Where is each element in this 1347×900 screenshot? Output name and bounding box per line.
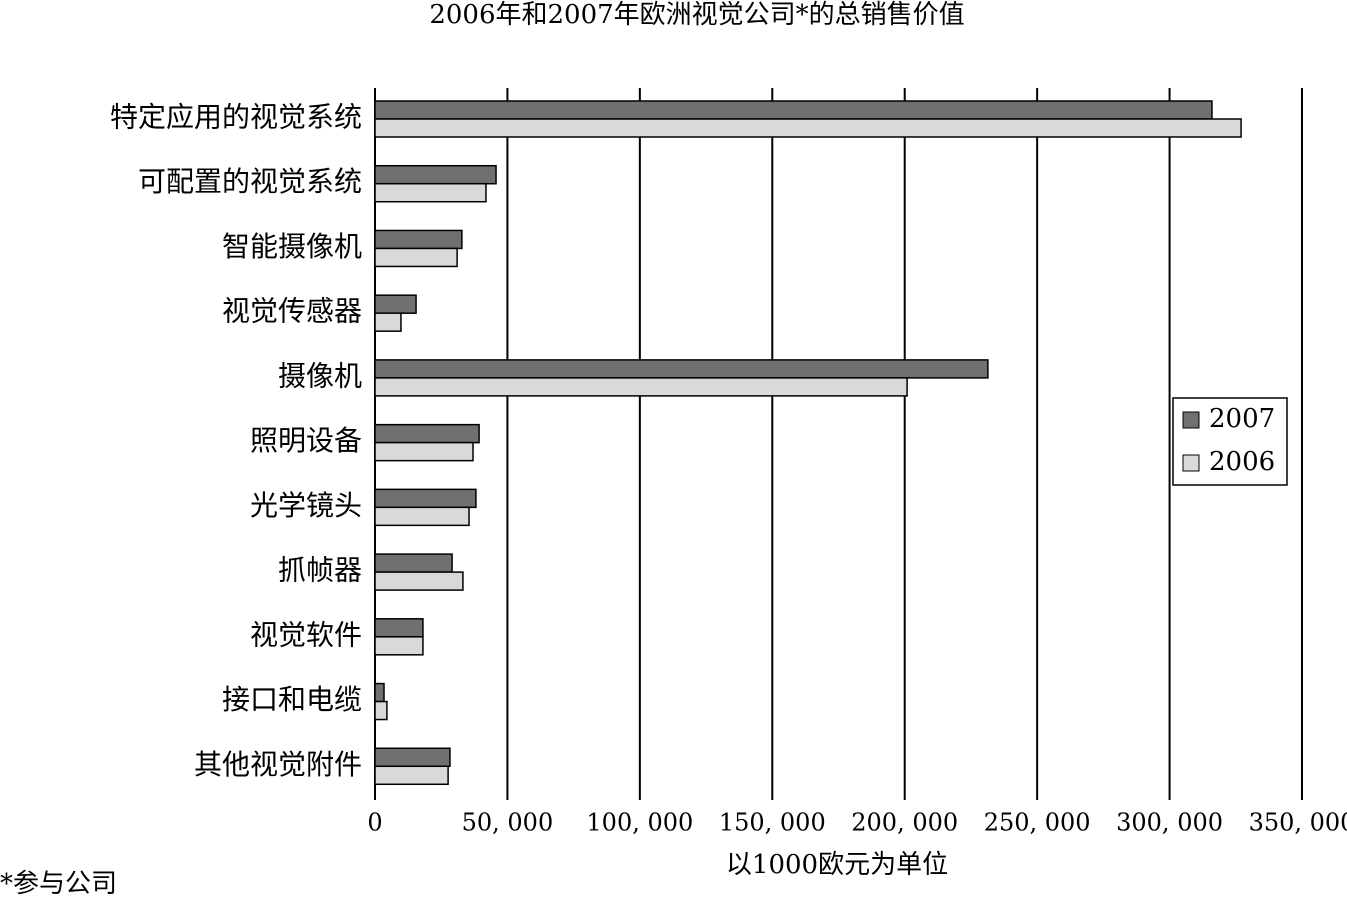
y-tick-label: 摄像机 (278, 359, 362, 392)
x-tick-label: 250, 000 (984, 809, 1091, 837)
bar (374, 682, 385, 703)
y-tick-label: 视觉软件 (250, 618, 362, 651)
bar (374, 164, 497, 185)
bar (374, 765, 449, 786)
y-tick-label: 接口和电缆 (222, 683, 362, 716)
y-tick-label: 其他视觉附件 (194, 748, 362, 781)
bar (374, 247, 458, 268)
x-tick-label: 100, 000 (586, 809, 693, 837)
x-tick-label: 300, 000 (1116, 809, 1223, 837)
bar (374, 636, 424, 656)
legend-label: 2006 (1209, 447, 1275, 477)
bar (374, 506, 470, 527)
y-tick-label: 抓帧器 (278, 554, 362, 587)
bar (374, 618, 424, 638)
bar (374, 377, 908, 397)
bar (374, 423, 480, 444)
bar (374, 294, 417, 314)
x-axis-label: 以1000欧元为单位 (726, 850, 948, 880)
legend-swatch (1182, 454, 1200, 472)
y-tick-label: 特定应用的视觉系统 (110, 101, 362, 134)
bar (374, 312, 402, 332)
legend-label: 2007 (1209, 404, 1275, 434)
x-tick-label: 50, 000 (462, 809, 554, 837)
chart-title: 2006年和2007年欧洲视觉公司*的总销售价值 (429, 0, 964, 30)
bar (374, 553, 453, 573)
x-tick-label: 200, 000 (851, 809, 958, 837)
bar (374, 182, 487, 203)
bar (374, 700, 388, 721)
y-tick-label: 智能摄像机 (222, 230, 362, 263)
y-tick-label: 光学镜头 (250, 489, 362, 522)
y-tick-label: 可配置的视觉系统 (138, 165, 362, 198)
x-tick-label: 0 (367, 809, 382, 837)
bar (374, 747, 451, 768)
legend-swatch (1182, 411, 1200, 429)
bar (374, 488, 477, 509)
y-tick-label: 照明设备 (250, 424, 362, 457)
bar (374, 229, 463, 250)
bar (374, 359, 989, 379)
x-tick-label: 350, 000 (1249, 809, 1347, 837)
x-tick-label: 150, 000 (719, 809, 826, 837)
bar (374, 571, 464, 591)
bar (374, 118, 1242, 138)
footnote: *参与公司 (0, 869, 117, 899)
y-tick-label: 视觉传感器 (222, 295, 362, 328)
bar (374, 441, 474, 462)
bar (374, 100, 1213, 120)
